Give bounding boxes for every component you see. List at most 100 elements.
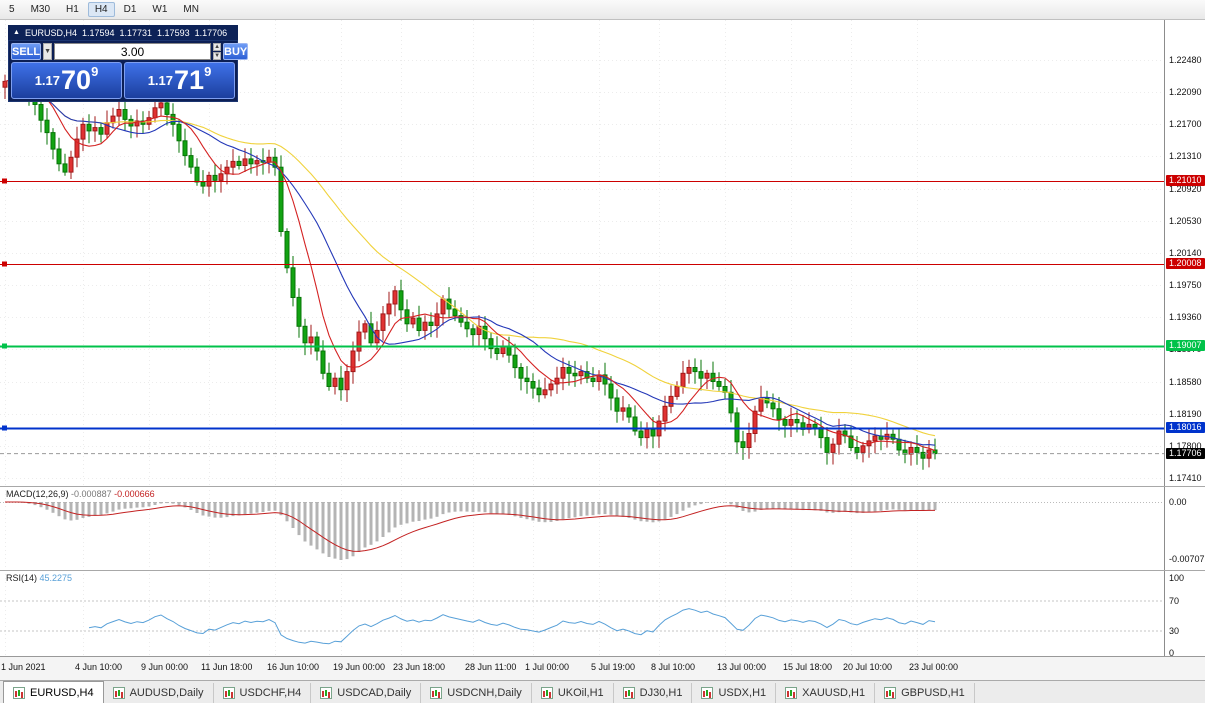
chart-title-bar: ▲ EURUSD,H4 1.17594 1.17731 1.17593 1.17… — [8, 25, 238, 40]
macd-signal-line — [5, 501, 935, 552]
tab-label: USDCHF,H4 — [239, 687, 302, 699]
ohlc-open: 1.17594 — [81, 27, 115, 38]
ohlc-low: 1.17593 — [157, 27, 190, 38]
tab-label: USDCNH,Daily — [447, 687, 522, 699]
period-button-w1[interactable]: W1 — [152, 4, 168, 15]
time-label: 16 Jun 10:00 — [267, 662, 320, 672]
tab-usdx-h1[interactable]: USDX,H1 — [692, 683, 777, 703]
tab-usdchf-h4[interactable]: USDCHF,H4 — [214, 683, 312, 703]
level-price-label: 1.19007 — [1166, 340, 1205, 352]
ma-line-17 — [4, 79, 936, 446]
tab-xauusd-h1[interactable]: XAUUSD,H1 — [776, 683, 876, 703]
chart-icon — [884, 687, 897, 699]
time-label: 28 Jun 11:00 — [465, 662, 517, 672]
macd-axis-min: -0.00707 — [1169, 554, 1205, 564]
tab-ukoil-h1[interactable]: UKOil,H1 — [532, 683, 614, 703]
tab-bar: EURUSD,H4 AUDUSD,Daily USDCHF,H4 USDCAD,Dai… — [0, 680, 1205, 703]
ma-line-34 — [4, 79, 936, 437]
tab-label: USDX,H1 — [718, 687, 767, 699]
ohlc-close: 1.17706 — [194, 27, 228, 38]
rsi-axis-label: 0 — [1169, 648, 1175, 658]
time-label: 1 Jul 00:00 — [525, 662, 570, 672]
sell-button[interactable]: SELL — [11, 43, 42, 60]
period-button-d1[interactable]: D1 — [123, 4, 137, 15]
period-button-mn[interactable]: MN — [183, 4, 199, 15]
volume-up-button[interactable]: ▲ — [213, 43, 222, 51]
time-label: 20 Jul 10:00 — [843, 662, 893, 672]
tab-label: EURUSD,H4 — [30, 686, 94, 699]
candles[interactable] — [2, 66, 938, 470]
current-price-label: 1.17706 — [1166, 447, 1205, 459]
rsi-axis-label: 100 — [1169, 573, 1185, 583]
price-chart-canvas[interactable] — [0, 20, 1164, 486]
macd-axis-zero: 0.00 — [1169, 497, 1187, 507]
time-label: 13 Jul 00:00 — [717, 662, 767, 672]
time-label: 8 Jul 10:00 — [651, 662, 696, 672]
chart-icon — [320, 687, 333, 699]
tab-label: USDCAD,Daily — [337, 687, 412, 699]
chart-icon — [222, 687, 235, 699]
price-tick: 1.21310 — [1169, 151, 1202, 162]
time-label: 4 Jun 10:00 — [75, 662, 123, 672]
tab-label: GBPUSD,H1 — [901, 687, 965, 699]
chart-icon — [112, 687, 125, 699]
macd-histogram — [9, 501, 937, 560]
tab-audusd-daily[interactable]: AUDUSD,Daily — [104, 683, 214, 703]
price-tick: 1.20140 — [1169, 247, 1202, 258]
chart-symbol: EURUSD,H4 — [24, 27, 77, 38]
ma-line-8 — [4, 79, 936, 452]
panel-splitter[interactable] — [0, 570, 1205, 571]
tab-label: DJ30,H1 — [639, 687, 683, 699]
price-tick: 1.21700 — [1169, 119, 1202, 130]
macd-header: MACD(12,26,9) -0.000887 -0.000666 — [6, 489, 155, 499]
price-tick: 1.17410 — [1169, 473, 1202, 483]
chart-window: ▲ EURUSD,H4 1.17594 1.17731 1.17593 1.17… — [0, 20, 1205, 680]
price-tick: 1.17800 — [1169, 440, 1202, 451]
rsi-panel[interactable] — [0, 570, 1164, 656]
time-label: 15 Jul 18:00 — [783, 662, 833, 672]
chart-icon — [785, 687, 798, 699]
tab-dj30-h1[interactable]: DJ30,H1 — [614, 683, 693, 703]
ohlc-high: 1.17731 — [119, 27, 153, 38]
buy-button[interactable]: BUY — [223, 43, 249, 60]
price-tick: 1.22090 — [1169, 87, 1202, 98]
rsi-header: RSI(14) 45.2275 — [6, 573, 73, 583]
price-tick: 1.18580 — [1169, 376, 1202, 387]
volume-dropdown-button[interactable]: ▼ — [43, 43, 53, 60]
period-button-m30[interactable]: M30 — [30, 4, 51, 15]
volume-input[interactable] — [54, 43, 212, 60]
price-tick: 1.19360 — [1169, 312, 1202, 323]
chart-icon — [430, 687, 443, 699]
chart-icon — [540, 687, 553, 699]
period-button-5[interactable]: 5 — [9, 4, 15, 15]
panel-splitter[interactable] — [0, 486, 1205, 487]
tab-usdcnh-daily[interactable]: USDCNH,Daily — [421, 683, 532, 703]
tab-label: UKOil,H1 — [557, 687, 604, 699]
volume-down-button[interactable]: ▼ — [213, 52, 222, 60]
tab-usdcad-daily[interactable]: USDCAD,Daily — [311, 683, 422, 703]
period-button-h1[interactable]: H1 — [66, 4, 79, 15]
tab-eurusd-h4[interactable]: EURUSD,H4 — [3, 681, 104, 703]
time-label: 5 Jul 19:00 — [591, 662, 636, 672]
price-tick: 1.20920 — [1169, 183, 1202, 194]
level-price-label: 1.18016 — [1166, 422, 1205, 434]
tab-gbpusd-h1[interactable]: GBPUSD,H1 — [875, 683, 975, 703]
level-price-label: 1.21010 — [1166, 175, 1205, 187]
rsi-axis-label: 30 — [1169, 625, 1180, 636]
time-label: 23 Jun 18:00 — [393, 662, 446, 672]
price-tick: 1.19750 — [1169, 280, 1202, 291]
period-toolbar: 5 M30 H1 H4 D1 W1 MN — [0, 0, 1205, 20]
time-label: 11 Jun 18:00 — [201, 662, 253, 672]
time-label: 19 Jun 00:00 — [333, 662, 386, 672]
period-button-h4[interactable]: H4 — [87, 2, 115, 17]
collapse-icon[interactable]: ▲ — [13, 29, 20, 36]
chart-icon — [622, 687, 635, 699]
chart-icon — [701, 687, 714, 699]
buy-price-display[interactable]: 1.17 71 9 — [124, 62, 235, 99]
macd-panel[interactable] — [0, 486, 1164, 570]
rsi-axis-label: 70 — [1169, 595, 1180, 606]
price-tick: 1.18190 — [1169, 408, 1202, 419]
sell-price-display[interactable]: 1.17 70 9 — [11, 62, 122, 99]
price-tick: 1.22480 — [1169, 55, 1202, 65]
